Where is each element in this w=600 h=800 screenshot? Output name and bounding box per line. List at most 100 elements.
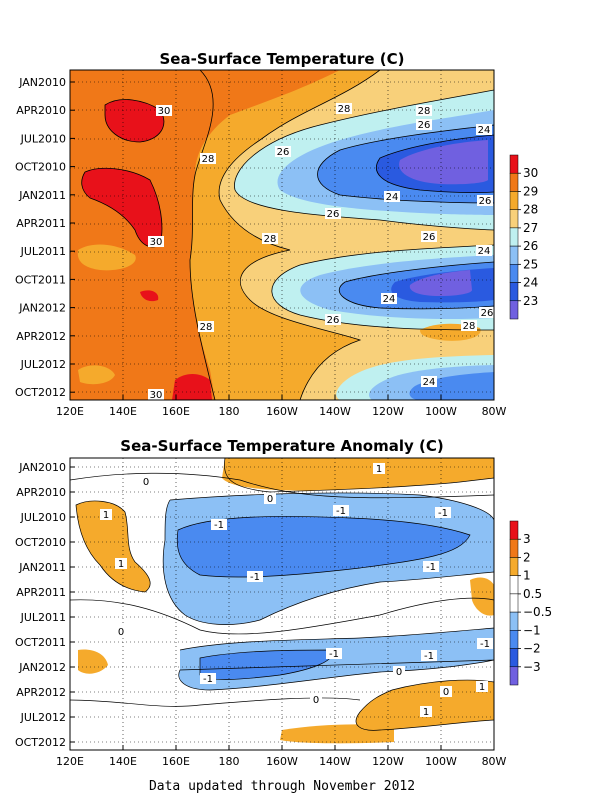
bottom-plot-area: [70, 458, 494, 750]
bottom-colorbar-swatch: [509, 611, 519, 631]
top-contour-label: 26: [325, 208, 341, 220]
top-y-tick-label: OCT2010: [15, 161, 66, 174]
bottom-field-positive-a: [222, 458, 494, 491]
bottom-x-tick-label: 140W: [319, 755, 351, 768]
bottom-colorbar-swatch: [509, 630, 519, 649]
bottom-x-tick-label: 100W: [425, 755, 457, 768]
top-x-tick-label: 100W: [425, 405, 457, 418]
bottom-colorbar-swatch: [509, 538, 519, 558]
bottom-field-negative-d: [200, 650, 332, 680]
top-field-24-c: [409, 372, 494, 400]
bottom-y-tick-label: JAN2011: [18, 561, 66, 574]
top-y-tick-label: JAN2012: [18, 302, 66, 315]
top-y-tick-label: OCT2011: [15, 273, 66, 286]
top-colorbar-swatch: [509, 209, 519, 229]
top-y-tick-label: JUL2012: [20, 358, 66, 371]
top-field-30-d: [172, 374, 212, 400]
bottom-y-tick-label: APR2012: [16, 686, 66, 699]
top-field-28-west-b: [78, 365, 115, 385]
bottom-colorbar-swatch: [509, 557, 519, 576]
bottom-colorbar-label: 2: [523, 550, 531, 564]
svg-text:-1: -1: [203, 674, 213, 685]
svg-text:1: 1: [376, 464, 382, 475]
bottom-x-tick-label: 80W: [482, 755, 507, 768]
top-contour-label: 24: [381, 293, 397, 305]
svg-text:26: 26: [327, 315, 340, 326]
top-colorbar-label: 24: [523, 276, 538, 290]
bottom-colorbar-label: 3: [523, 532, 531, 546]
svg-text:-1: -1: [329, 649, 339, 660]
bottom-contour-label: 1: [476, 681, 488, 693]
top-contour-label: 26: [416, 119, 432, 131]
top-x-tick-label: 80W: [482, 405, 507, 418]
top-colorbar-swatch: [509, 245, 519, 265]
bottom-colorbar-label: 1: [523, 569, 531, 583]
bottom-x-tick-label: 140E: [109, 755, 137, 768]
top-colorbar-label: 28: [523, 203, 538, 217]
bottom-field-positive-e: [280, 724, 394, 744]
bottom-contour-label: 0: [115, 626, 127, 638]
top-contour-label: 30: [148, 236, 164, 248]
top-contour-label: 28: [336, 103, 352, 115]
bottom-contour-labels: 1 0 0 -1 1 -1 -1 -1 1 -1 -1 0 0 -1 -1 -1…: [100, 463, 493, 718]
top-x-tick-label: 140W: [319, 405, 351, 418]
top-y-tick-label: JUL2011: [20, 245, 66, 258]
top-colorbar: 30 29 28 27 26 25 24 23: [509, 154, 538, 320]
bottom-contour-label: 1: [115, 558, 127, 570]
top-chart-title: Sea-Surface Temperature (C): [160, 50, 405, 68]
bottom-contour-label: -1: [423, 561, 439, 573]
top-colorbar-swatch: [509, 191, 519, 210]
bottom-contour-label: -1: [200, 673, 216, 685]
svg-text:26: 26: [481, 308, 494, 319]
svg-text:24: 24: [383, 294, 396, 305]
svg-text:-1: -1: [438, 508, 448, 519]
top-field-22-a: [399, 140, 488, 185]
bottom-y-tick-label: JAN2010: [18, 461, 66, 474]
top-x-tick-label: 120W: [372, 405, 404, 418]
bottom-contour-label: 1: [100, 509, 112, 521]
bottom-chart-title: Sea-Surface Temperature Anomaly (C): [120, 437, 443, 455]
svg-text:26: 26: [423, 232, 436, 243]
top-y-tick-label: APR2011: [16, 217, 66, 230]
top-y-tick-label: JAN2010: [18, 76, 66, 89]
bottom-y-tick-label: OCT2012: [15, 736, 66, 749]
svg-text:24: 24: [386, 192, 399, 203]
bottom-contour-label: -1: [247, 571, 263, 583]
bottom-contour-label: -1: [435, 507, 451, 519]
top-contour-labels: 30 28 28 28 26 24 26 24 26 30 28 26 24 2…: [148, 103, 495, 401]
top-contour-label: 24: [384, 191, 400, 203]
bottom-contour-label: -1: [477, 638, 493, 650]
svg-text:-1: -1: [250, 572, 260, 583]
svg-text:0: 0: [267, 494, 273, 505]
svg-text:-1: -1: [424, 651, 434, 662]
svg-text:24: 24: [423, 377, 436, 388]
bottom-contour-label: -1: [211, 519, 227, 531]
top-contour-label: 28: [416, 105, 432, 117]
top-x-axis: 120E 140E 160E 180 160W 140W 120W 100W 80W: [56, 395, 507, 418]
top-y-axis: JAN2010 APR2010 JUL2010 OCT2010 JAN2011 APR20…: [15, 76, 75, 399]
top-contour-label: 26: [275, 146, 291, 158]
bottom-field-positive-c: [78, 649, 108, 674]
top-y-tick-label: APR2012: [16, 330, 66, 343]
top-colorbar-swatch: [509, 227, 519, 247]
top-contour-label: 24: [421, 376, 437, 388]
svg-text:28: 28: [202, 154, 215, 165]
top-field-28-west-a: [77, 244, 136, 271]
svg-text:28: 28: [463, 321, 476, 332]
bottom-contour-label: -1: [326, 648, 342, 660]
bottom-field-negative-c: [177, 516, 470, 578]
top-x-tick-label: 160W: [266, 405, 298, 418]
bottom-colorbar-swatch: [509, 666, 519, 686]
bottom-field-positive-b: [76, 500, 151, 592]
bottom-colorbar: 3 2 1 0.5 −0.5 −1 −2 −3: [509, 520, 552, 686]
bottom-colorbar-label: −1: [523, 623, 541, 637]
svg-text:30: 30: [158, 106, 171, 117]
bottom-contour-label: 1: [373, 463, 385, 475]
top-colorbar-swatch: [509, 154, 519, 174]
top-contour-label: 26: [325, 314, 341, 326]
bottom-x-tick-label: 180: [219, 755, 240, 768]
top-contour-label: 30: [148, 389, 164, 401]
top-y-tick-label: JAN2011: [18, 189, 66, 202]
bottom-x-tick-label: 120W: [372, 755, 404, 768]
bottom-contour-label: 0: [310, 694, 322, 706]
